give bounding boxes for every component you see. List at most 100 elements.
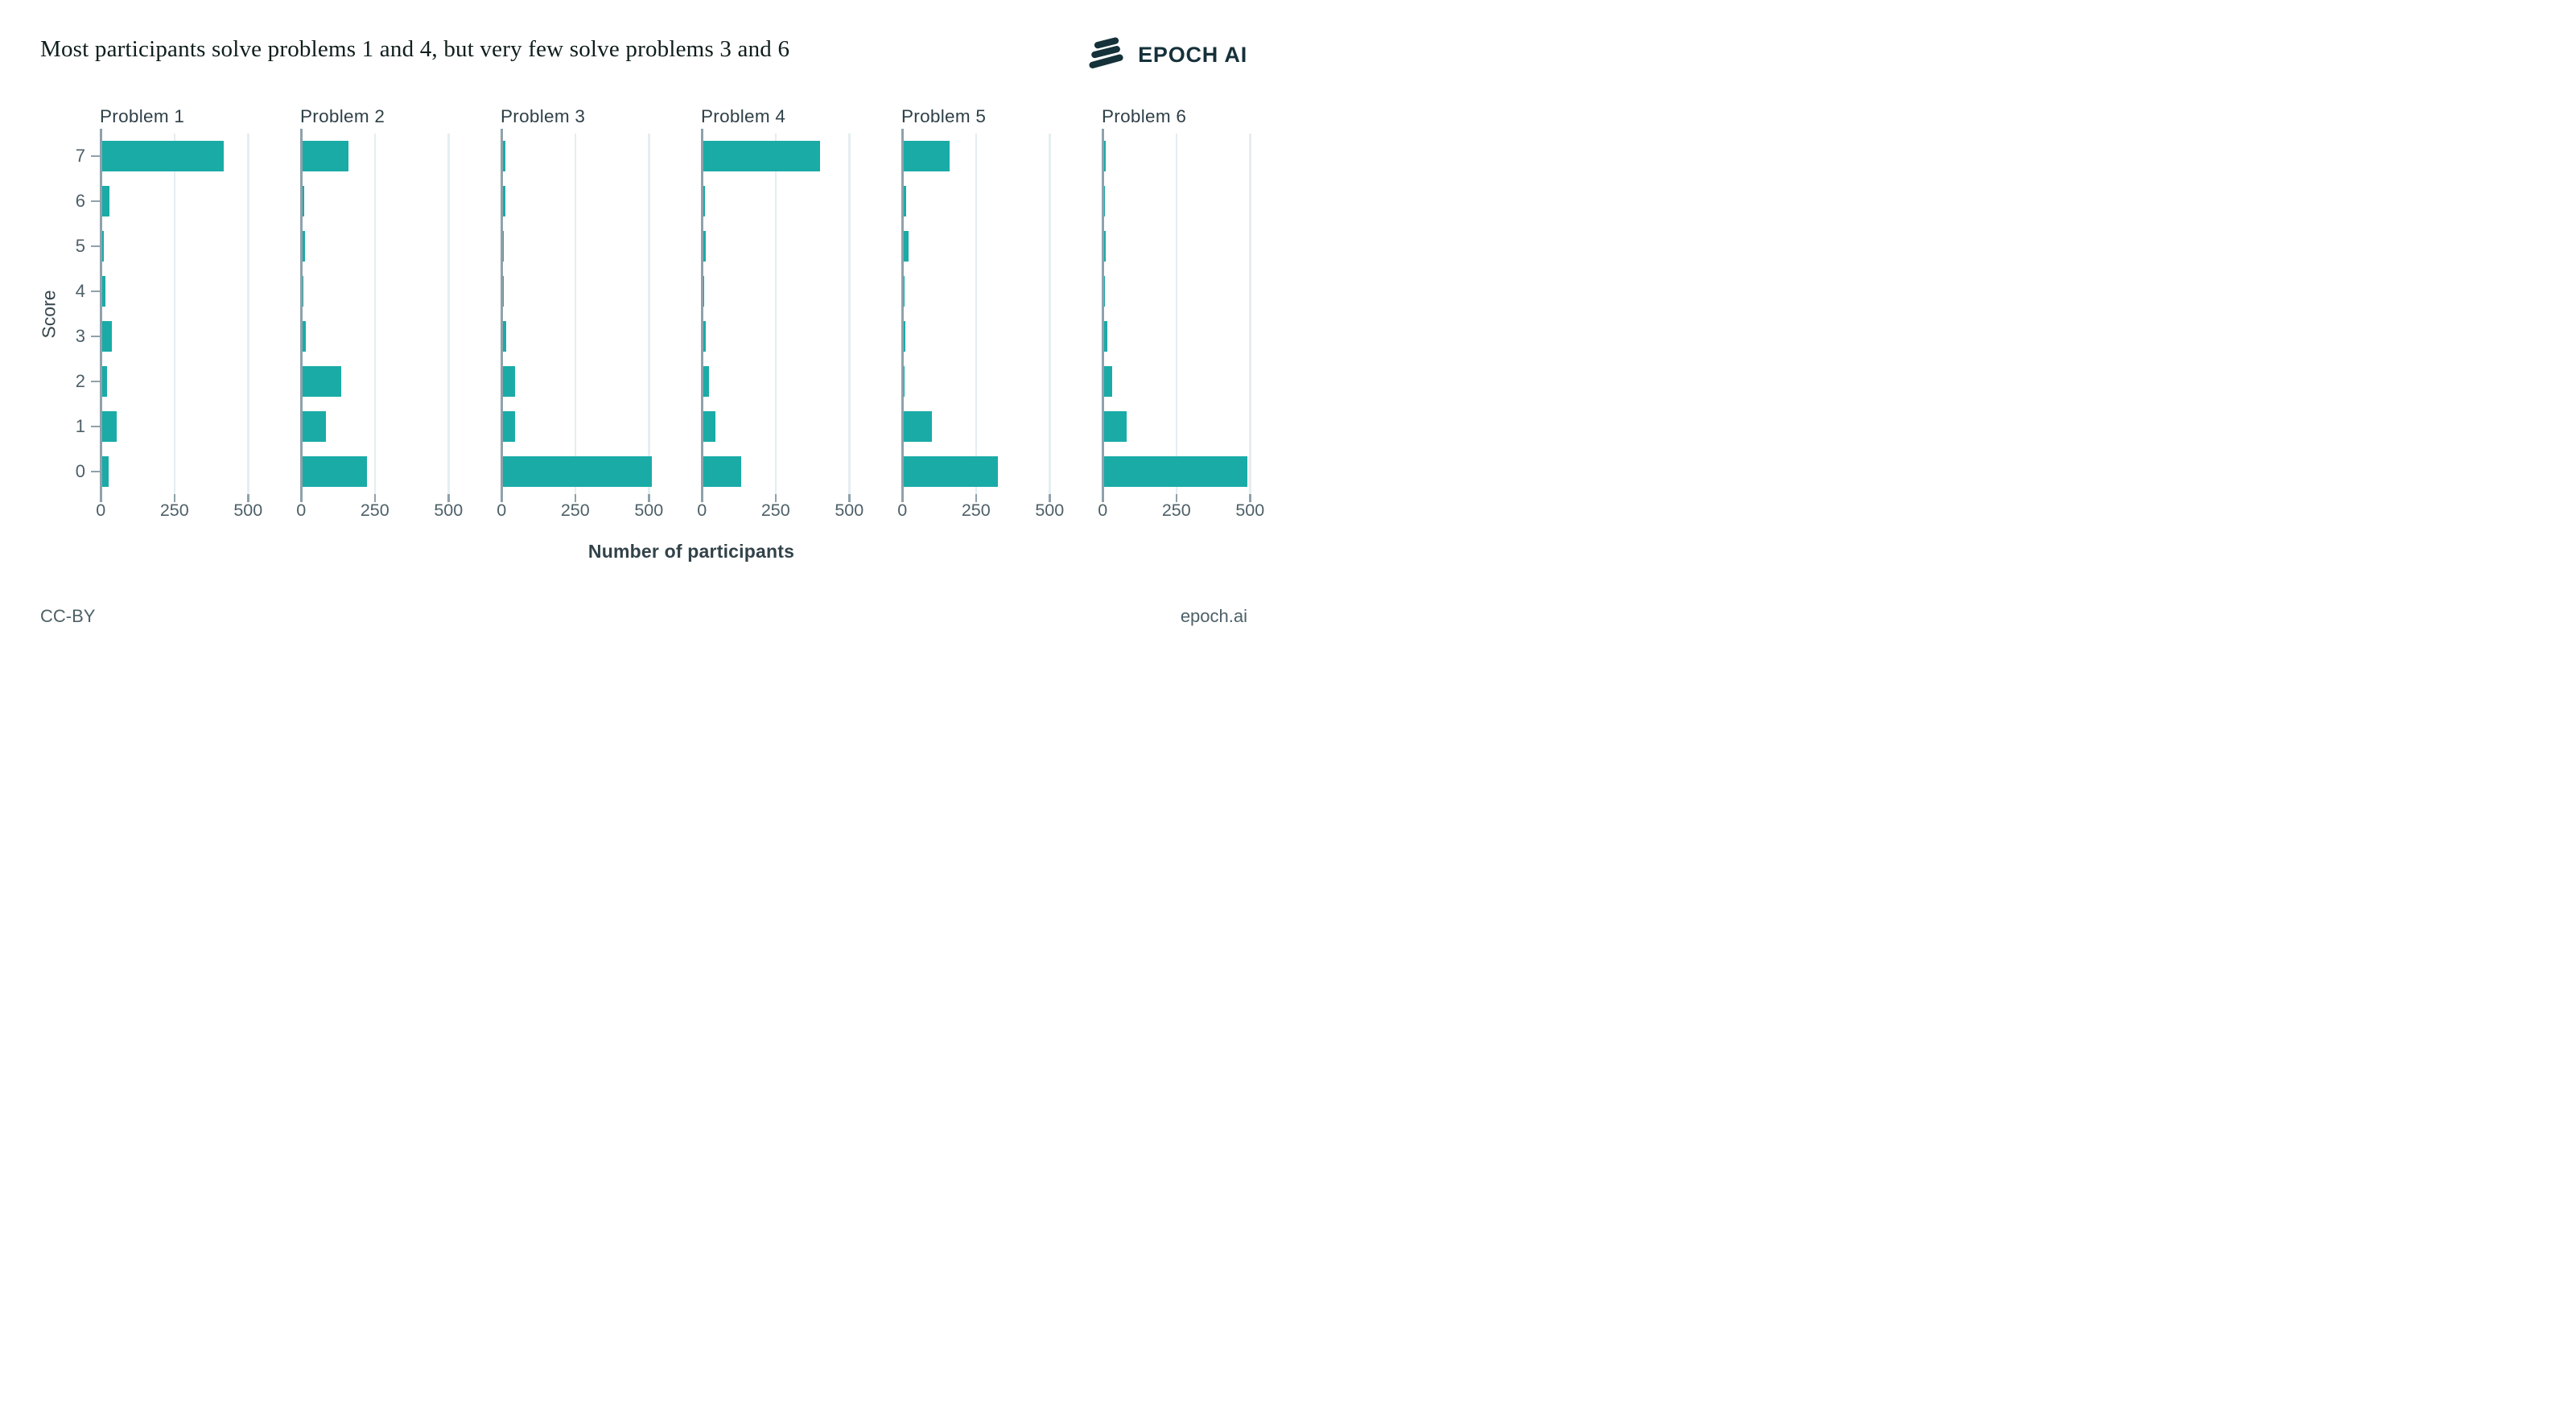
panel-problem-2: Problem 2 0 250 500 xyxy=(296,105,481,521)
bar-score-1 xyxy=(302,411,326,442)
gridline-500 xyxy=(247,134,249,494)
bar-score-7 xyxy=(703,141,820,171)
plot-area xyxy=(701,129,882,502)
x-tick-mark-250 xyxy=(975,494,977,502)
bar-score-7 xyxy=(1103,141,1106,171)
y-axis-line xyxy=(901,129,904,502)
y-tick-label-6: 6 xyxy=(40,179,100,224)
bar-score-4 xyxy=(1103,276,1105,307)
bar-score-1 xyxy=(703,411,715,442)
bar-score-5 xyxy=(1103,231,1107,262)
x-tick-mark-250 xyxy=(774,494,777,502)
y-tick-label-3: 3 xyxy=(40,314,100,359)
x-tick-label-0: 0 xyxy=(296,501,307,520)
panel-title: Problem 5 xyxy=(901,106,987,126)
bar-score-5 xyxy=(302,231,305,262)
x-tick-label-250: 250 xyxy=(1161,501,1191,520)
bar-score-6 xyxy=(502,186,505,216)
x-tick-mark-500 xyxy=(848,494,851,502)
epoch-ai-logo: EPOCH AI xyxy=(1086,37,1247,72)
bar-score-2 xyxy=(703,366,710,397)
x-tick-label-250: 250 xyxy=(159,501,189,520)
site-link[interactable]: epoch.ai xyxy=(1180,606,1247,626)
y-tick-label-1: 1 xyxy=(40,404,100,449)
y-axis-line xyxy=(501,129,503,502)
y-tick-text: 5 xyxy=(75,236,85,256)
bar-score-3 xyxy=(502,321,506,352)
y-tick-label-7: 7 xyxy=(40,134,100,179)
y-tick-mark xyxy=(91,245,100,247)
epoch-logo-text: EPOCH AI xyxy=(1138,42,1247,67)
panel-title: Problem 2 xyxy=(300,106,385,126)
x-tick-label-0: 0 xyxy=(497,501,507,520)
bar-score-3 xyxy=(302,321,306,352)
epoch-logo-icon xyxy=(1089,37,1123,68)
bar-score-4 xyxy=(101,276,105,307)
bar-score-3 xyxy=(101,321,112,352)
x-tick-labels: 0 250 500 xyxy=(897,501,1082,521)
y-tick-label-5: 5 xyxy=(40,224,100,269)
gridline-500 xyxy=(1049,134,1051,494)
x-axis-title: Number of participants xyxy=(587,541,795,562)
x-tick-mark-250 xyxy=(1175,494,1177,502)
y-tick-mark xyxy=(91,200,100,202)
bar-score-6 xyxy=(903,186,907,216)
bar-score-6 xyxy=(101,186,110,216)
y-tick-mark xyxy=(91,471,100,472)
plot-area xyxy=(901,129,1082,502)
gridline-250 xyxy=(574,134,576,494)
bar-score-1 xyxy=(1103,411,1127,442)
gridline-500 xyxy=(648,134,650,494)
x-tick-label-0: 0 xyxy=(96,501,106,520)
bar-score-5 xyxy=(101,231,105,262)
x-tick-mark-500 xyxy=(247,494,249,502)
panel-problem-3: Problem 3 0 250 500 xyxy=(497,105,682,521)
x-tick-labels: 0 250 500 xyxy=(697,501,882,521)
panel-title: Problem 6 xyxy=(1102,106,1187,126)
gridline-250 xyxy=(373,134,376,494)
bar-score-3 xyxy=(1103,321,1107,352)
y-axis-title: Score xyxy=(38,289,60,339)
panel-problem-4: Problem 4 0 250 500 xyxy=(697,105,882,521)
gridline-500 xyxy=(848,134,851,494)
y-tick-mark xyxy=(91,381,100,382)
y-tick-text: 4 xyxy=(75,281,85,301)
bar-score-5 xyxy=(703,231,706,262)
x-tick-label-250: 250 xyxy=(760,501,790,520)
y-tick-text: 7 xyxy=(75,146,85,166)
y-tick-mark xyxy=(91,155,100,157)
plot-area xyxy=(501,129,682,502)
y-axis-line xyxy=(701,129,703,502)
x-tick-label-500: 500 xyxy=(634,501,664,520)
panel-title: Problem 1 xyxy=(100,106,185,126)
bar-score-0 xyxy=(302,456,367,487)
plot-area xyxy=(100,129,281,502)
bar-score-3 xyxy=(703,321,707,352)
header: Most participants solve problems 1 and 4… xyxy=(0,0,1288,72)
chart-title: Most participants solve problems 1 and 4… xyxy=(40,36,790,62)
x-tick-labels: 0 250 500 xyxy=(497,501,682,521)
x-tick-mark-500 xyxy=(648,494,650,502)
license-label: CC-BY xyxy=(40,606,96,626)
y-axis-line xyxy=(1102,129,1104,502)
bar-score-2 xyxy=(302,366,341,397)
gridline-250 xyxy=(1175,134,1177,494)
x-tick-mark-500 xyxy=(1049,494,1051,502)
bar-score-0 xyxy=(502,456,652,487)
y-tick-mark xyxy=(91,426,100,427)
bar-score-7 xyxy=(302,141,349,171)
bar-score-7 xyxy=(903,141,950,171)
bar-score-2 xyxy=(903,366,905,397)
y-tick-mark xyxy=(91,336,100,337)
x-tick-mark-500 xyxy=(1249,494,1251,502)
bar-score-1 xyxy=(101,411,117,442)
gridline-250 xyxy=(774,134,777,494)
y-tick-label-2: 2 xyxy=(40,359,100,404)
x-tick-label-500: 500 xyxy=(835,501,864,520)
bar-score-4 xyxy=(302,276,304,307)
x-tick-label-500: 500 xyxy=(434,501,464,520)
x-tick-label-250: 250 xyxy=(560,501,590,520)
x-tick-labels: 0 250 500 xyxy=(96,501,281,521)
x-tick-mark-250 xyxy=(173,494,175,502)
